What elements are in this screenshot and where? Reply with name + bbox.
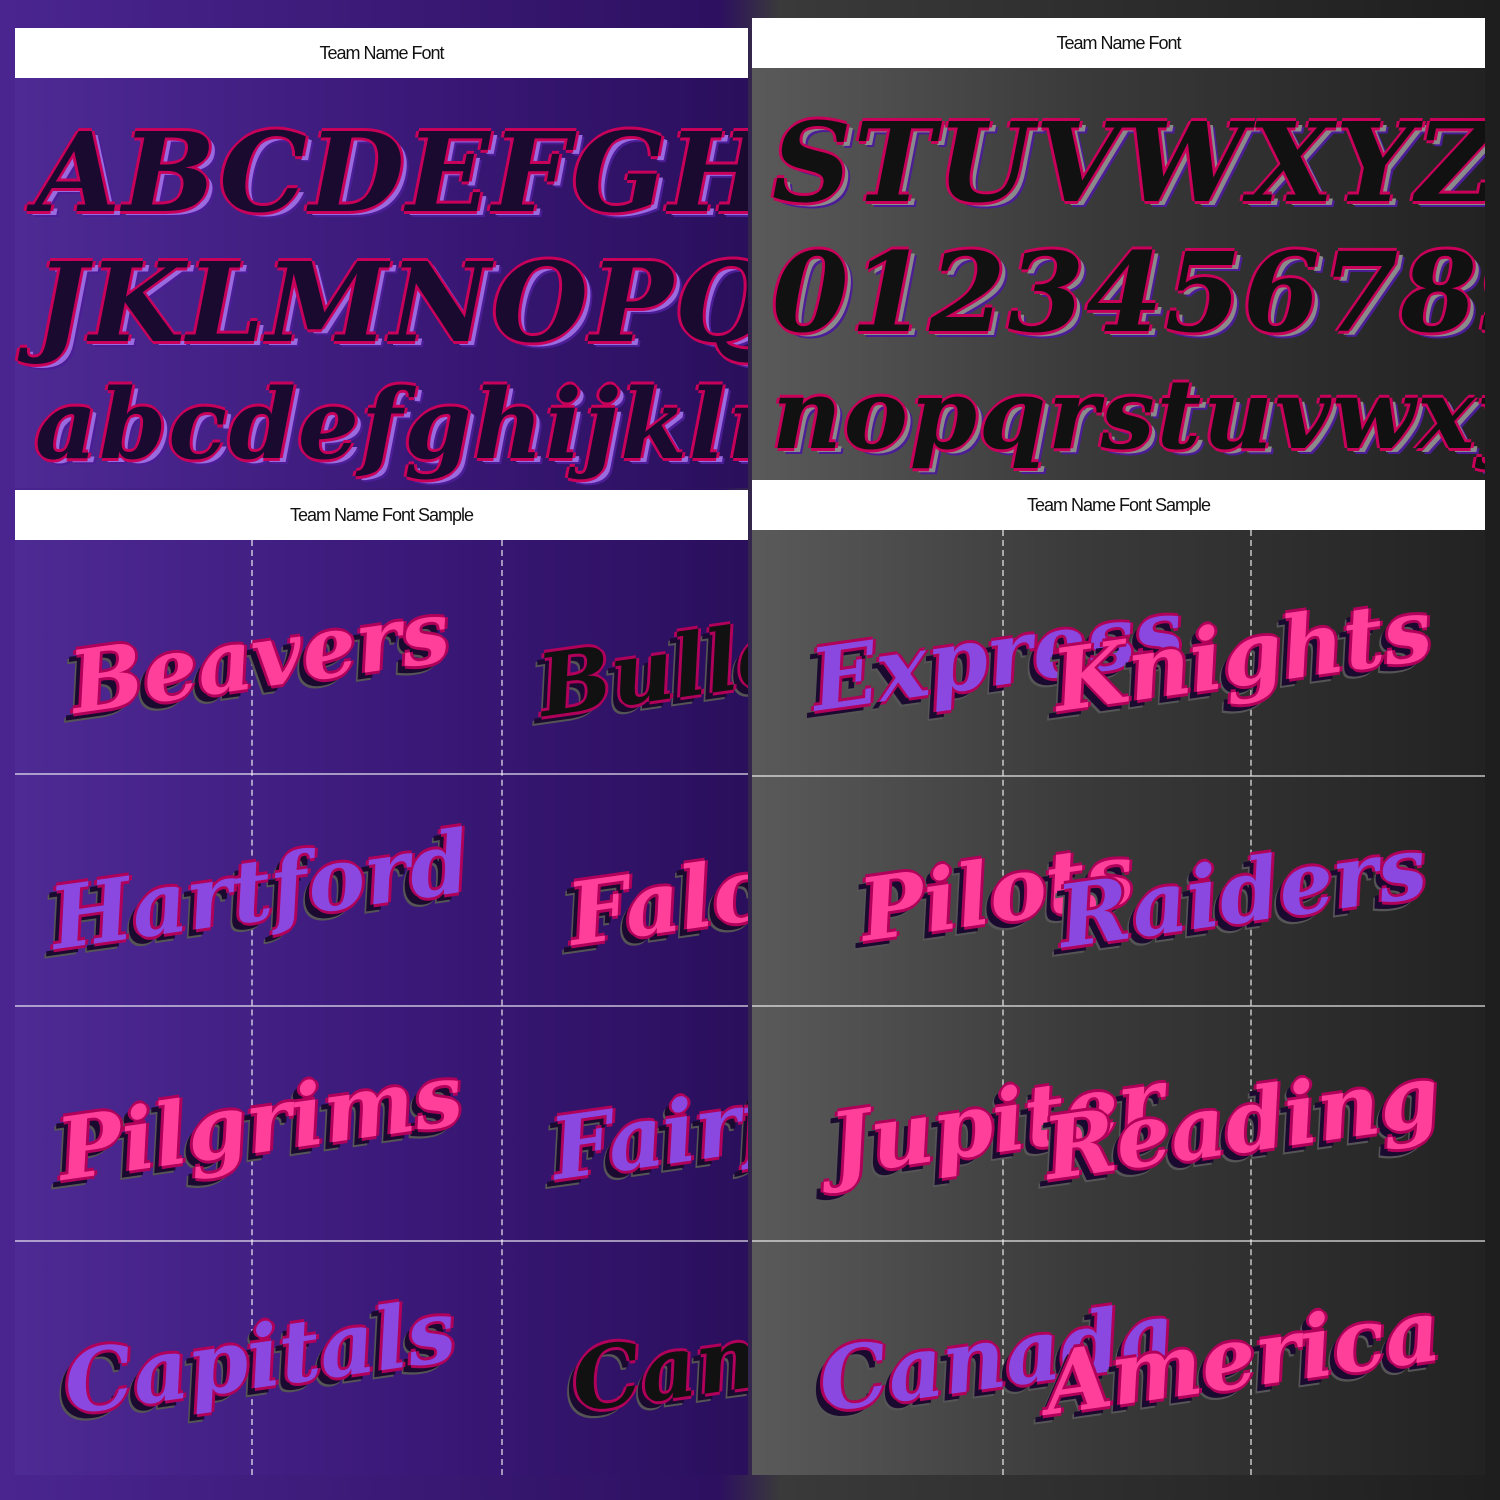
sample-word: Reading [1038, 1044, 1446, 1201]
alphabet-row-upper-2: JKLMNOPQR [35, 238, 748, 367]
grid-divider [501, 540, 503, 1475]
sample-cell: Beavers [15, 545, 505, 770]
grid-divider [752, 775, 1485, 777]
sample-cell: Bulldogs [505, 545, 748, 770]
alphabet-row-upper: STUVWXYZ [772, 98, 1485, 227]
sample-word: Bulldogs [531, 577, 748, 738]
panel-title: Team Name Font Sample [15, 490, 748, 540]
alphabet-row-lower: abcdefghijklm [35, 368, 748, 481]
panel-title: Team Name Font Sample [752, 480, 1485, 530]
grid-divider [15, 1240, 748, 1242]
grid-divider [752, 1005, 1485, 1007]
panel-title: Team Name Font [15, 28, 748, 78]
grid-divider [251, 540, 253, 1475]
sample-word: Knights [1046, 578, 1438, 732]
sample-word: Fairfield [544, 1044, 748, 1201]
sample-cell: Pilgrims [15, 1010, 505, 1235]
sample-panel-left: Team Name Font Sample Beavers Bulldogs H… [15, 490, 748, 1475]
alphabet-panel-right: Team Name Font STUVWXYZ 0123456789 nopqr… [752, 18, 1485, 480]
grid-divider [1002, 530, 1004, 1475]
sample-cell: Knights [997, 540, 1485, 770]
sample-cell: Reading [997, 1010, 1485, 1235]
sample-word: Falcons [562, 815, 748, 966]
sample-cell: Raiders [997, 780, 1485, 1005]
sample-panel-right: Team Name Font Sample Express Knights Pi… [752, 480, 1485, 1475]
sample-word: Pilgrims [51, 1044, 469, 1201]
sample-word: Capitals [58, 1280, 462, 1435]
alphabet-row-lower: nopqrstuvwxyz [772, 358, 1485, 471]
grid-divider [752, 1240, 1485, 1242]
grid-divider [1250, 530, 1252, 1475]
sample-cell: America [997, 1245, 1485, 1470]
sample-word: America [1037, 1279, 1447, 1436]
sample-cell: Fairfield [505, 1010, 748, 1235]
sample-cell: Capitals [15, 1245, 505, 1470]
alphabet-row-upper: ABCDEFGHI [35, 108, 748, 237]
grid-divider [15, 773, 748, 775]
alphabet-row-digits: 0123456789 [772, 228, 1485, 357]
sample-cell: Hartford [15, 778, 505, 1003]
sample-cell: Canada [505, 1245, 748, 1470]
sample-word: Beavers [64, 580, 456, 735]
panel-title: Team Name Font [752, 18, 1485, 68]
sample-cell: Falcons [505, 778, 748, 1003]
sample-word: Canada [565, 1282, 748, 1433]
grid-divider [15, 1005, 748, 1007]
alphabet-panel-left: Team Name Font ABCDEFGHI JKLMNOPQR abcde… [15, 28, 748, 488]
sample-word: Raiders [1051, 816, 1433, 969]
sample-word: Hartford [44, 811, 476, 970]
